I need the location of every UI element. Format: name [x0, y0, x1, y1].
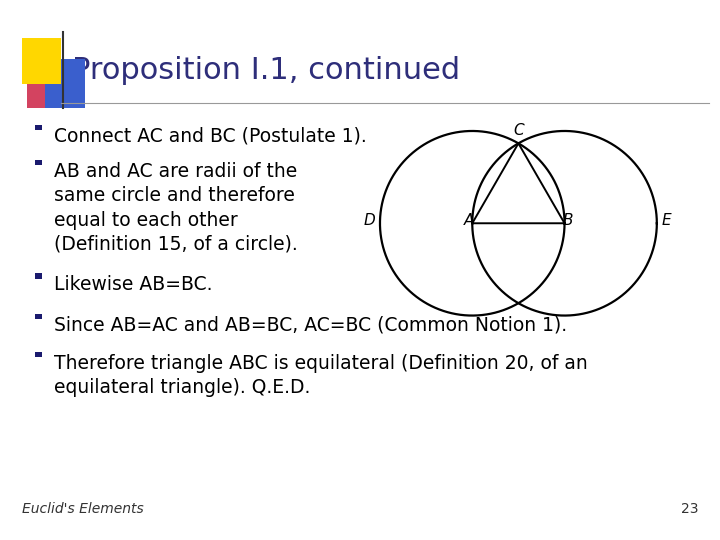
Text: Proposition I.1, continued: Proposition I.1, continued [72, 56, 460, 85]
Text: E: E [662, 213, 671, 228]
Text: Since AB=AC and AB=BC, AC=BC (Common Notion 1).: Since AB=AC and AB=BC, AC=BC (Common Not… [54, 316, 567, 335]
Text: Euclid's Elements: Euclid's Elements [22, 502, 143, 516]
Text: AB and AC are radii of the
same circle and therefore
equal to each other
(Defini: AB and AC are radii of the same circle a… [54, 162, 298, 254]
Text: B: B [563, 213, 573, 228]
Text: Likewise AB=BC.: Likewise AB=BC. [54, 275, 212, 294]
Text: A: A [464, 213, 474, 228]
Text: 23: 23 [681, 502, 698, 516]
Text: C: C [513, 123, 523, 138]
Text: Therefore triangle ABC is equilateral (Definition 20, of an
equilateral triangle: Therefore triangle ABC is equilateral (D… [54, 354, 588, 397]
Text: D: D [364, 213, 375, 228]
Text: Connect AC and BC (Postulate 1).: Connect AC and BC (Postulate 1). [54, 127, 366, 146]
